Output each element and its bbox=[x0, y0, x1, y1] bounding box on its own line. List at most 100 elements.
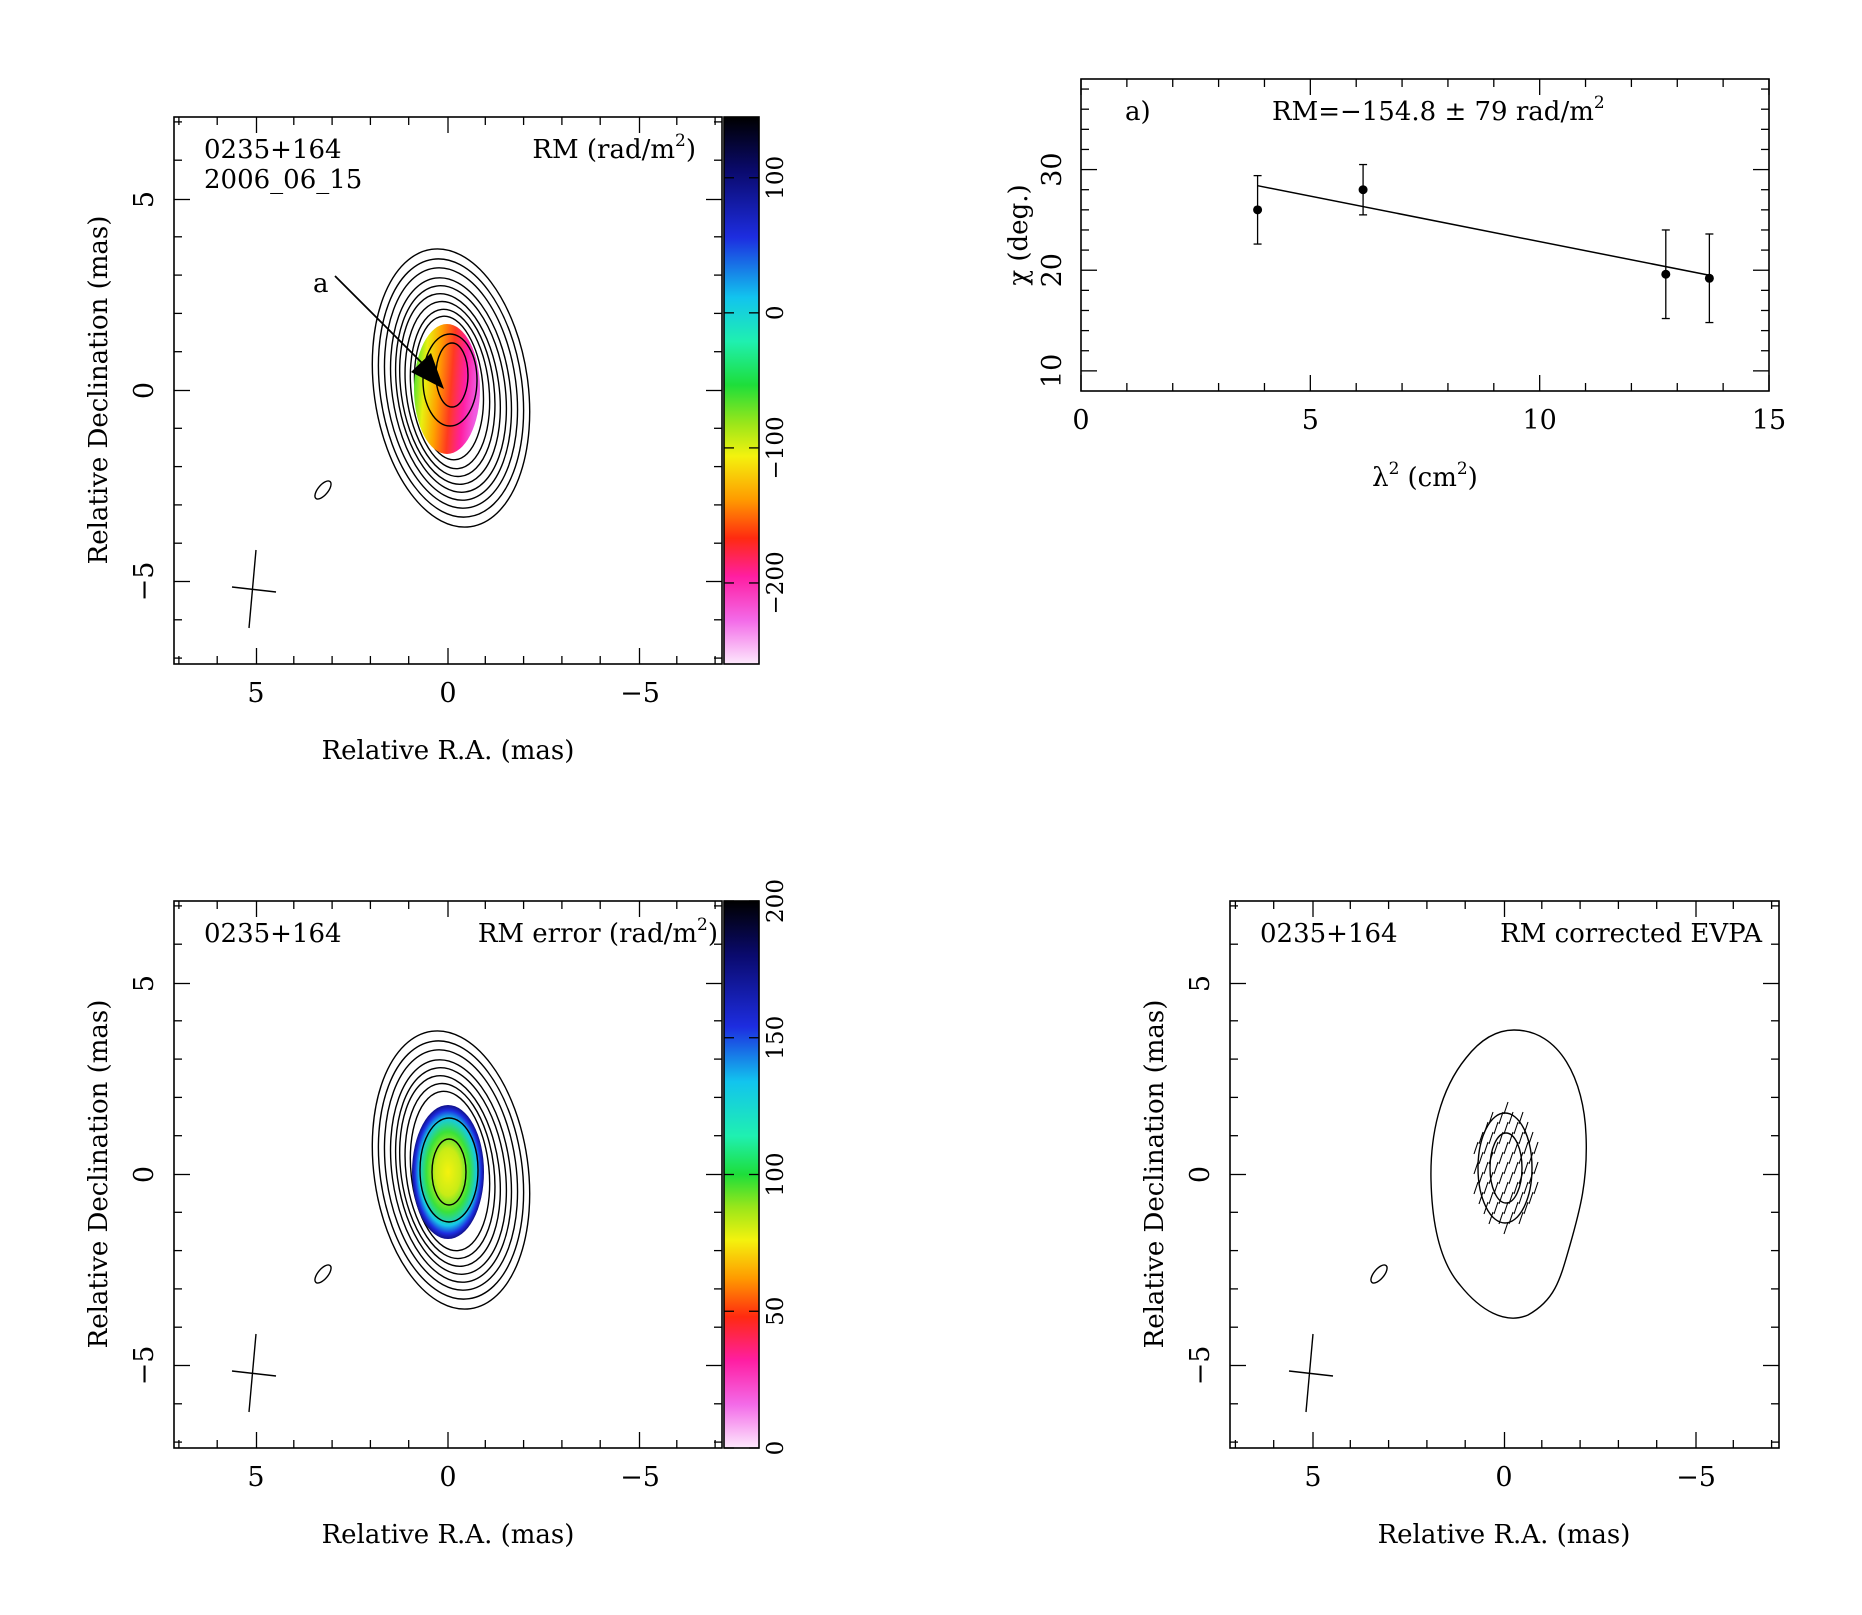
evpa-vector bbox=[1528, 1191, 1534, 1205]
evpa-vector bbox=[1473, 1161, 1479, 1175]
rm-error-colorbar-tick-label: 150 bbox=[763, 1016, 789, 1060]
rm-colorbar-tick-label: 100 bbox=[763, 156, 789, 200]
source-name: 0235+164 bbox=[204, 919, 342, 949]
rm-error-xtick-minus5: −5 bbox=[620, 1462, 660, 1493]
evpa-vector bbox=[1488, 1151, 1494, 1165]
rm-error-ytick-minus5: −5 bbox=[129, 1346, 160, 1386]
evpa-xtick-minus5: −5 bbox=[1676, 1462, 1716, 1493]
evpa-vector bbox=[1498, 1151, 1504, 1165]
evpa-ytick-minus5: −5 bbox=[1185, 1346, 1216, 1386]
evpa-ytick-5: 5 bbox=[1185, 975, 1216, 992]
rm-error-ylabel: Relative Declination (mas) bbox=[84, 1000, 114, 1349]
evpa-vector bbox=[1508, 1211, 1514, 1225]
rm-error-inner-contours bbox=[419, 1117, 479, 1223]
rm-error-ytick-5: 5 bbox=[129, 975, 160, 992]
evpa-vector bbox=[1523, 1181, 1529, 1195]
evpa-inner-contour-1 bbox=[1477, 1112, 1533, 1224]
evpa-vector bbox=[1488, 1191, 1494, 1205]
evpa-x-ticks bbox=[1312, 901, 1697, 1448]
evpa-vector bbox=[1483, 1141, 1489, 1155]
beam-cross bbox=[231, 1333, 277, 1413]
evpa-vector bbox=[1508, 1111, 1514, 1125]
beam-cross bbox=[231, 549, 277, 629]
evpa-vector bbox=[1528, 1171, 1534, 1185]
x-tick-label: 10 bbox=[1522, 405, 1556, 436]
rm-error-xlabel: Relative R.A. (mas) bbox=[322, 1520, 575, 1550]
evpa-vector bbox=[1488, 1171, 1494, 1185]
evpa-vector bbox=[1503, 1161, 1509, 1175]
evpa-vector bbox=[1473, 1181, 1479, 1195]
rm-colorbar: 100 0 −100 −200 bbox=[723, 116, 789, 665]
evpa-vector bbox=[1533, 1141, 1539, 1155]
rm-map-xtick-0: 0 bbox=[439, 678, 456, 709]
evpa-vector bbox=[1473, 1141, 1479, 1155]
evpa-panel: 5 0 −5 5 0 −5 Relative R.A. (mas) Relati… bbox=[1140, 900, 1780, 1550]
source-name: 0235+164 bbox=[1260, 919, 1398, 949]
evpa-title: RM corrected EVPA bbox=[1500, 919, 1763, 949]
rm-error-image bbox=[231, 1030, 531, 1413]
rm-error-ytick-0: 0 bbox=[129, 1166, 160, 1183]
marker-a: a bbox=[313, 269, 329, 299]
evpa-vector bbox=[1513, 1141, 1519, 1155]
x-tick-label: 5 bbox=[1302, 405, 1319, 436]
rm-map-xlabel: Relative R.A. (mas) bbox=[322, 736, 575, 766]
evpa-vector bbox=[1478, 1131, 1484, 1145]
evpa-vector bbox=[1488, 1211, 1494, 1225]
rm-map-ytick-0: 0 bbox=[129, 382, 160, 399]
rm-map-y-ticks bbox=[174, 198, 722, 583]
evpa-image bbox=[1288, 1029, 1588, 1413]
rm-fit-data bbox=[1253, 163, 1714, 324]
evpa-vector bbox=[1503, 1201, 1509, 1215]
rm-colorbar-ramp bbox=[724, 117, 759, 664]
rm-contours bbox=[371, 248, 531, 528]
rm-map-xtick-minus5: −5 bbox=[620, 678, 660, 709]
rm-error-xtick-5: 5 bbox=[247, 1462, 264, 1493]
evpa-vector bbox=[1498, 1191, 1504, 1205]
x-tick-label: 15 bbox=[1752, 405, 1786, 436]
rm-map-ytick-5: 5 bbox=[129, 191, 160, 208]
evpa-vector bbox=[1503, 1141, 1509, 1155]
evpa-vector bbox=[1503, 1121, 1509, 1135]
evpa-vector bbox=[1513, 1121, 1519, 1135]
evpa-vector bbox=[1483, 1161, 1489, 1175]
rm-fit-ylabel: χ (deg.) bbox=[1004, 184, 1034, 285]
rm-fit-frame bbox=[1080, 78, 1770, 392]
evpa-vector bbox=[1483, 1181, 1489, 1195]
evpa-vector bbox=[1508, 1171, 1514, 1185]
data-point bbox=[1661, 269, 1671, 279]
beam-cross bbox=[1288, 1333, 1334, 1413]
evpa-vector bbox=[1478, 1191, 1484, 1205]
evpa-vector bbox=[1523, 1201, 1529, 1215]
arrow-a bbox=[334, 275, 444, 389]
rm-error-contours bbox=[371, 1030, 531, 1310]
rm-map-ylabel: Relative Declination (mas) bbox=[84, 216, 114, 565]
rm-map-xtick-5: 5 bbox=[247, 678, 264, 709]
evpa-outer-contour bbox=[1430, 1029, 1588, 1319]
evpa-vector bbox=[1518, 1151, 1524, 1165]
panel-letter: a) bbox=[1125, 97, 1151, 127]
evpa-ytick-0: 0 bbox=[1185, 1166, 1216, 1183]
evpa-vector bbox=[1523, 1141, 1529, 1155]
restoring-beam bbox=[314, 480, 332, 500]
evpa-vector bbox=[1518, 1111, 1524, 1125]
evpa-vector bbox=[1533, 1181, 1539, 1195]
map-minor-ticks bbox=[174, 117, 722, 664]
evpa-vector bbox=[1488, 1111, 1494, 1125]
map-minor-ticks bbox=[1230, 901, 1779, 1448]
evpa-vector bbox=[1498, 1211, 1504, 1225]
evpa-vector bbox=[1478, 1171, 1484, 1185]
y-tick-label: 20 bbox=[1037, 253, 1068, 287]
rm-fit-xlabel: λ2 (cm2) bbox=[1372, 459, 1478, 493]
fit-line bbox=[1257, 184, 1710, 276]
rm-map-x-ticks bbox=[255, 117, 641, 664]
evpa-vector bbox=[1478, 1151, 1484, 1165]
evpa-xtick-5: 5 bbox=[1304, 1462, 1321, 1493]
evpa-frame bbox=[1229, 900, 1780, 1449]
rm-colorbar-tick-label: 0 bbox=[763, 306, 789, 321]
rm-error-colour-patch bbox=[412, 1105, 484, 1239]
rm-map-image: a bbox=[231, 248, 531, 629]
map-minor-ticks bbox=[174, 901, 722, 1448]
evpa-vector bbox=[1533, 1161, 1539, 1175]
rm-fit-axis-ticks: 0 5 10 15 10 20 30 bbox=[1037, 79, 1786, 436]
evpa-vector bbox=[1518, 1191, 1524, 1205]
